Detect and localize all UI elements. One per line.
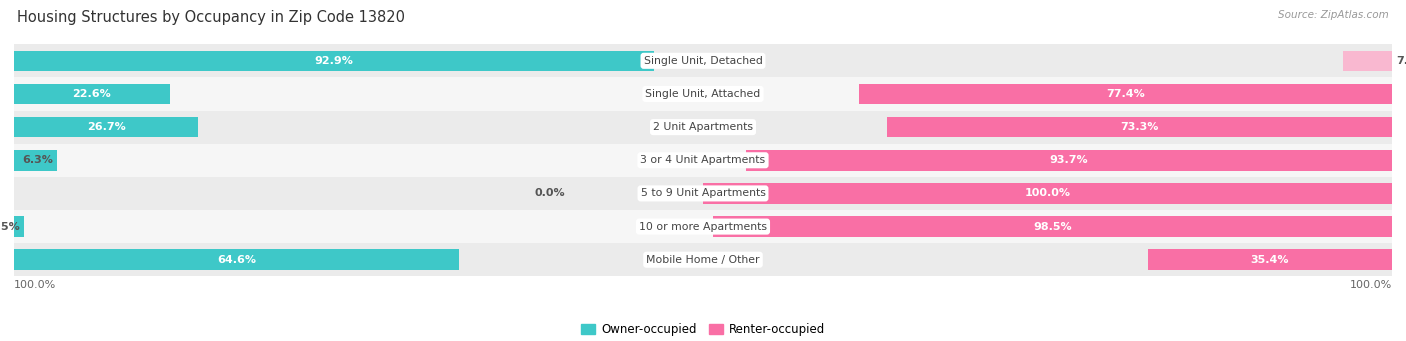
Text: 2 Unit Apartments: 2 Unit Apartments (652, 122, 754, 132)
Bar (14, 250, 460, 270)
Bar (14, 243, 1392, 276)
Bar (14, 210, 1392, 243)
Bar (1343, 50, 1392, 71)
Text: Single Unit, Detached: Single Unit, Detached (644, 56, 762, 66)
Bar (14, 110, 1392, 144)
Text: Mobile Home / Other: Mobile Home / Other (647, 255, 759, 265)
Bar (713, 216, 1392, 237)
Text: 0.0%: 0.0% (534, 189, 565, 198)
Bar (14, 216, 24, 237)
Text: 3 or 4 Unit Apartments: 3 or 4 Unit Apartments (641, 155, 765, 165)
Bar (14, 150, 58, 170)
Text: Single Unit, Attached: Single Unit, Attached (645, 89, 761, 99)
Text: 92.9%: 92.9% (315, 56, 353, 66)
Text: 7.1%: 7.1% (1396, 56, 1406, 66)
Bar (14, 144, 1392, 177)
Text: 10 or more Apartments: 10 or more Apartments (638, 222, 768, 232)
Text: 100.0%: 100.0% (1350, 280, 1392, 290)
Text: 77.4%: 77.4% (1107, 89, 1144, 99)
Text: 73.3%: 73.3% (1121, 122, 1159, 132)
Text: 64.6%: 64.6% (217, 255, 256, 265)
Text: 93.7%: 93.7% (1050, 155, 1088, 165)
Bar (887, 117, 1392, 137)
Legend: Owner-occupied, Renter-occupied: Owner-occupied, Renter-occupied (576, 318, 830, 341)
Bar (859, 84, 1392, 104)
Bar (14, 84, 170, 104)
Text: 100.0%: 100.0% (1025, 189, 1070, 198)
Text: 6.3%: 6.3% (22, 155, 53, 165)
Text: 100.0%: 100.0% (14, 280, 56, 290)
Text: 26.7%: 26.7% (87, 122, 125, 132)
Bar (1149, 250, 1392, 270)
Text: 22.6%: 22.6% (73, 89, 111, 99)
Bar (14, 77, 1392, 110)
Bar (14, 117, 198, 137)
Bar (703, 183, 1392, 204)
Text: 1.5%: 1.5% (0, 222, 20, 232)
Text: Source: ZipAtlas.com: Source: ZipAtlas.com (1278, 10, 1389, 20)
Bar (14, 44, 1392, 77)
Bar (747, 150, 1392, 170)
Text: 98.5%: 98.5% (1033, 222, 1071, 232)
Bar (14, 177, 1392, 210)
Text: 35.4%: 35.4% (1251, 255, 1289, 265)
Text: Housing Structures by Occupancy in Zip Code 13820: Housing Structures by Occupancy in Zip C… (17, 10, 405, 25)
Text: 5 to 9 Unit Apartments: 5 to 9 Unit Apartments (641, 189, 765, 198)
Bar (14, 50, 654, 71)
